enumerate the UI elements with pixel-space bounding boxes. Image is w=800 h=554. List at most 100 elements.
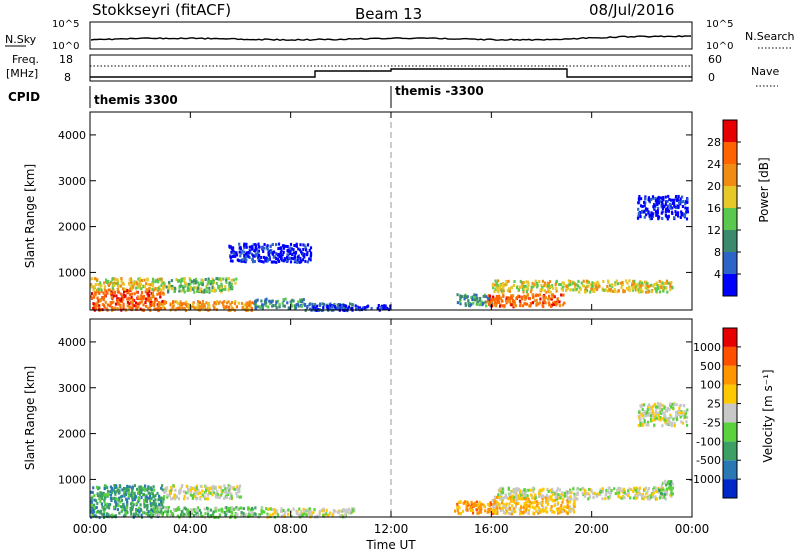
power-echo-cell: [138, 281, 141, 285]
power-echo-cell: [201, 283, 204, 287]
power-echo-cell: [252, 243, 255, 247]
power-echo-cell: [534, 279, 537, 283]
velocity-echo-cell: [91, 490, 94, 494]
power-echo-cell: [306, 243, 309, 247]
frequency-panel: Freq. [MHz] 18 8 60 0 Nave: [6, 53, 779, 87]
velocity-echo-cell: [224, 495, 227, 499]
velocity-echo-cell: [177, 497, 180, 501]
power-echo-cell: [539, 301, 542, 305]
power-echo-cell: [162, 292, 165, 296]
power-echo-cell: [659, 199, 662, 203]
power-echo-cell: [480, 300, 483, 304]
power-echo-cell: [293, 244, 296, 247]
power-echo-cell: [533, 284, 536, 288]
velocity-echo-cell: [150, 504, 153, 508]
power-echo-cell: [229, 302, 232, 306]
velocity-echo-cell: [654, 486, 657, 490]
velocity-echo-cell: [549, 495, 552, 499]
velocity-echo-cell: [663, 411, 666, 415]
velocity-echo-cell: [251, 510, 254, 514]
velocity-echo-cell: [104, 484, 107, 488]
power-echo-cell: [632, 279, 635, 283]
velocity-echo-cell: [105, 512, 109, 516]
power-echo-cell: [306, 306, 309, 310]
power-echo-cell: [288, 306, 291, 310]
velocity-echo-cell: [152, 495, 155, 499]
velocity-echo-cell: [639, 404, 642, 408]
velocity-echo-cell: [537, 506, 540, 510]
velocity-echo-cell: [117, 499, 120, 503]
velocity-echo-cell: [526, 500, 529, 504]
velocity-echo-cell: [187, 491, 190, 495]
power-echo-cell: [194, 286, 197, 290]
velocity-echo-cell: [121, 488, 124, 492]
velocity-echo-cell: [143, 500, 146, 504]
power-echo-cell: [327, 306, 330, 309]
velocity-echo-cell: [242, 507, 245, 511]
power-echo-cell: [550, 293, 554, 297]
velocity-echo-cell: [670, 480, 673, 484]
velocity-echo-cell: [161, 511, 165, 515]
velocity-echo-cell: [229, 485, 232, 488]
velocity-echo-cell: [103, 514, 106, 518]
velocity-echo-cell: [475, 508, 479, 512]
velocity-echo-cell: [236, 507, 239, 511]
power-echo-cell: [228, 283, 231, 287]
velocity-echo-cell: [454, 509, 457, 513]
velocity-echo-cell: [642, 423, 645, 426]
velocity-echo-cell: [492, 505, 495, 509]
power-echo-cell: [222, 277, 225, 281]
power-echo-cell: [272, 251, 275, 255]
power-echo-cell: [685, 209, 688, 213]
velocity-echo-cell: [561, 510, 564, 514]
velocity-echo-cell: [240, 511, 243, 514]
power-echo-cell: [655, 281, 658, 285]
power-echo-cell: [270, 248, 273, 252]
velocity-echo-cell: [483, 505, 487, 509]
velocity-echo-cell: [550, 505, 553, 508]
velocity-echo-cell: [675, 416, 678, 420]
power-echo-cell: [95, 290, 99, 294]
power-echo-cell: [537, 293, 540, 297]
power-echo-cell: [107, 279, 110, 283]
power-echo-cell: [110, 301, 113, 305]
power-echo-cell: [526, 280, 529, 284]
velocity-echo-cell: [211, 486, 214, 490]
power-echo-cell: [197, 300, 200, 303]
velocity-echo-cell: [143, 488, 146, 492]
power-echo-cell: [230, 250, 233, 254]
power-echo-cell: [113, 291, 116, 294]
power-echo-region: [90, 277, 166, 292]
power-echo-cell: [640, 281, 644, 285]
velocity-echo-cell: [271, 508, 274, 511]
power-echo-cell: [322, 306, 325, 309]
velocity-echo-cell: [498, 506, 501, 510]
power-echo-cell: [184, 303, 187, 307]
velocity-echo-cell: [552, 499, 555, 503]
power-echo-cell: [116, 282, 119, 286]
power-echo-cell: [505, 297, 508, 301]
power-echo-cell: [169, 303, 172, 307]
power-colorbar-tick-label: 28: [707, 136, 721, 149]
power-echo-cell: [660, 280, 663, 284]
velocity-echo-cell: [152, 485, 155, 489]
power-echo-cell: [302, 298, 305, 302]
power-echo-cell: [585, 279, 588, 283]
power-echo-cell: [666, 290, 669, 294]
velocity-echo-cell: [300, 513, 304, 517]
power-colorbar-cell: [723, 252, 737, 274]
velocity-echo-cell: [165, 507, 168, 511]
power-echo-cell: [216, 277, 219, 281]
velocity-echo-cell: [159, 509, 162, 513]
power-echo-cell: [506, 299, 509, 303]
velocity-echo-cell: [299, 512, 302, 515]
velocity-echo-cell: [649, 414, 653, 417]
power-echo-cell: [637, 207, 640, 211]
power-echo-cell: [151, 295, 154, 299]
power-echo-cell: [671, 206, 674, 210]
power-echo-cell: [94, 291, 97, 295]
power-echo-cell: [204, 278, 207, 281]
velocity-echo-cell: [640, 421, 643, 425]
power-echo-cell: [667, 194, 670, 198]
power-echo-cell: [193, 290, 196, 294]
